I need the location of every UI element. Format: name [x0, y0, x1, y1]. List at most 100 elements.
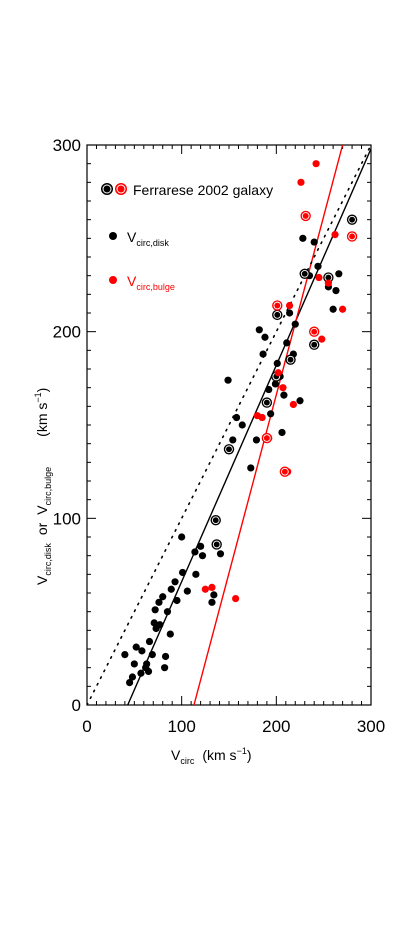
disk-point: [232, 413, 241, 422]
disk-point: [163, 608, 172, 616]
disk-point: [161, 652, 170, 661]
disk-point: [198, 552, 207, 560]
disk-point: [143, 660, 151, 668]
bulge-point: [201, 585, 209, 593]
disk-ferrarese-ring: [225, 445, 233, 454]
disk-point: [173, 596, 181, 605]
disk-point: [171, 578, 179, 586]
bulge-ferrarese-ring: [348, 232, 356, 241]
disk-point: [210, 591, 218, 599]
disk-point: [255, 326, 263, 334]
disk-point: [179, 568, 187, 577]
disk-point: [265, 385, 273, 394]
disk-point: [278, 428, 286, 437]
disk-point: [296, 397, 304, 405]
legend: Ferrarese 2002 galaxy Vcirc,disk Vcirc,b…: [101, 182, 273, 292]
disk-point: [191, 548, 199, 556]
x-axis-label: Vcirc (km s−1): [171, 746, 252, 766]
disk-point: [332, 287, 340, 295]
disk-ferrarese-ring: [273, 311, 282, 319]
disk-point: [252, 436, 261, 444]
bulge-point: [339, 305, 347, 313]
disk-point: [155, 598, 163, 606]
disk-point: [229, 436, 237, 444]
bulge-ferrarese-ring: [301, 212, 310, 220]
bulge-ferrarese-ring: [263, 434, 271, 442]
tick-labels: 0 100 200 300 0 100 200 300: [53, 136, 386, 736]
disk-point: [137, 669, 145, 677]
disk-point: [166, 630, 174, 638]
disk-point: [197, 542, 205, 550]
disk-point: [247, 464, 255, 472]
disk-point: [159, 593, 167, 601]
disk-point: [261, 333, 269, 341]
disk-point: [216, 550, 225, 558]
bulge-point: [232, 595, 240, 603]
bulge-point: [315, 273, 323, 282]
legend-marker-ferrarese-red-ring: [116, 184, 126, 194]
disk-ferrarese-ring: [263, 398, 271, 407]
disk-point: [148, 651, 156, 659]
y-tick-label: 0: [72, 696, 81, 715]
y-tick-label: 300: [53, 136, 81, 155]
disk-ferrarese-ring: [286, 355, 295, 364]
bulge-ferrarese-ring: [281, 467, 289, 476]
disk-point: [314, 262, 322, 270]
bulge-point: [324, 279, 332, 287]
disk-point: [335, 270, 343, 278]
bulge-point: [297, 178, 305, 186]
disk-point: [151, 606, 159, 614]
legend-label-ferrarese: Ferrarese 2002 galaxy: [133, 182, 273, 198]
bulge-point: [285, 301, 294, 310]
bulge-point: [289, 400, 297, 409]
y-axis-label: Vcirc,diskorVcirc,bulge(km s−1): [33, 388, 53, 585]
legend-entry-ferrarese: Ferrarese 2002 galaxy: [101, 182, 273, 198]
bulge-fit-line: [193, 145, 344, 705]
x-tick-label: 0: [82, 717, 91, 736]
legend-label-disk: Vcirc,disk: [127, 229, 169, 248]
legend-label-bulge: Vcirc,bulge: [127, 273, 175, 292]
legend-marker-disk: [109, 232, 117, 240]
disk-point: [156, 621, 164, 629]
legend-entry-bulge: Vcirc,bulge: [109, 273, 175, 292]
disk-ferrarese-ring: [300, 269, 309, 278]
disk-point: [128, 673, 137, 681]
x-tick-label: 200: [262, 717, 290, 736]
disk-point: [283, 339, 291, 347]
legend-entry-disk: Vcirc,disk: [109, 229, 169, 248]
bulge-point: [318, 335, 326, 343]
disk-point: [259, 350, 267, 358]
disk-ferrarese-ring: [348, 215, 356, 224]
bulge-ferrarese-ring: [273, 301, 282, 310]
bulge-point: [208, 583, 216, 592]
disk-point: [271, 380, 279, 388]
disk-point: [273, 359, 281, 367]
disk-point: [310, 238, 318, 246]
disk-point: [183, 587, 191, 595]
disk-point: [145, 637, 154, 646]
disk-point: [167, 585, 175, 593]
y-tick-label: 100: [53, 509, 81, 528]
disk-point: [132, 643, 140, 651]
one-to-one-line: [87, 145, 371, 705]
disk-point: [161, 664, 169, 672]
disk-point: [121, 651, 129, 659]
disk-point: [224, 376, 232, 384]
disk-point: [299, 234, 307, 242]
disk-point: [329, 305, 337, 313]
disk-point: [150, 619, 158, 627]
disk-point: [208, 598, 216, 606]
disk-point: [144, 667, 153, 676]
disk-point: [291, 320, 299, 328]
disk-ferrarese-ring: [212, 540, 221, 549]
disk-ferrarese-ring: [211, 516, 220, 525]
disk-point: [130, 660, 138, 668]
bulge-point: [274, 369, 282, 377]
disk-point: [178, 533, 186, 541]
bulge-point: [279, 384, 287, 392]
disk-point: [285, 309, 294, 317]
axis-ticks: [86, 144, 372, 706]
disk-point: [238, 421, 246, 429]
bulge-ferrarese-ring: [310, 327, 319, 336]
